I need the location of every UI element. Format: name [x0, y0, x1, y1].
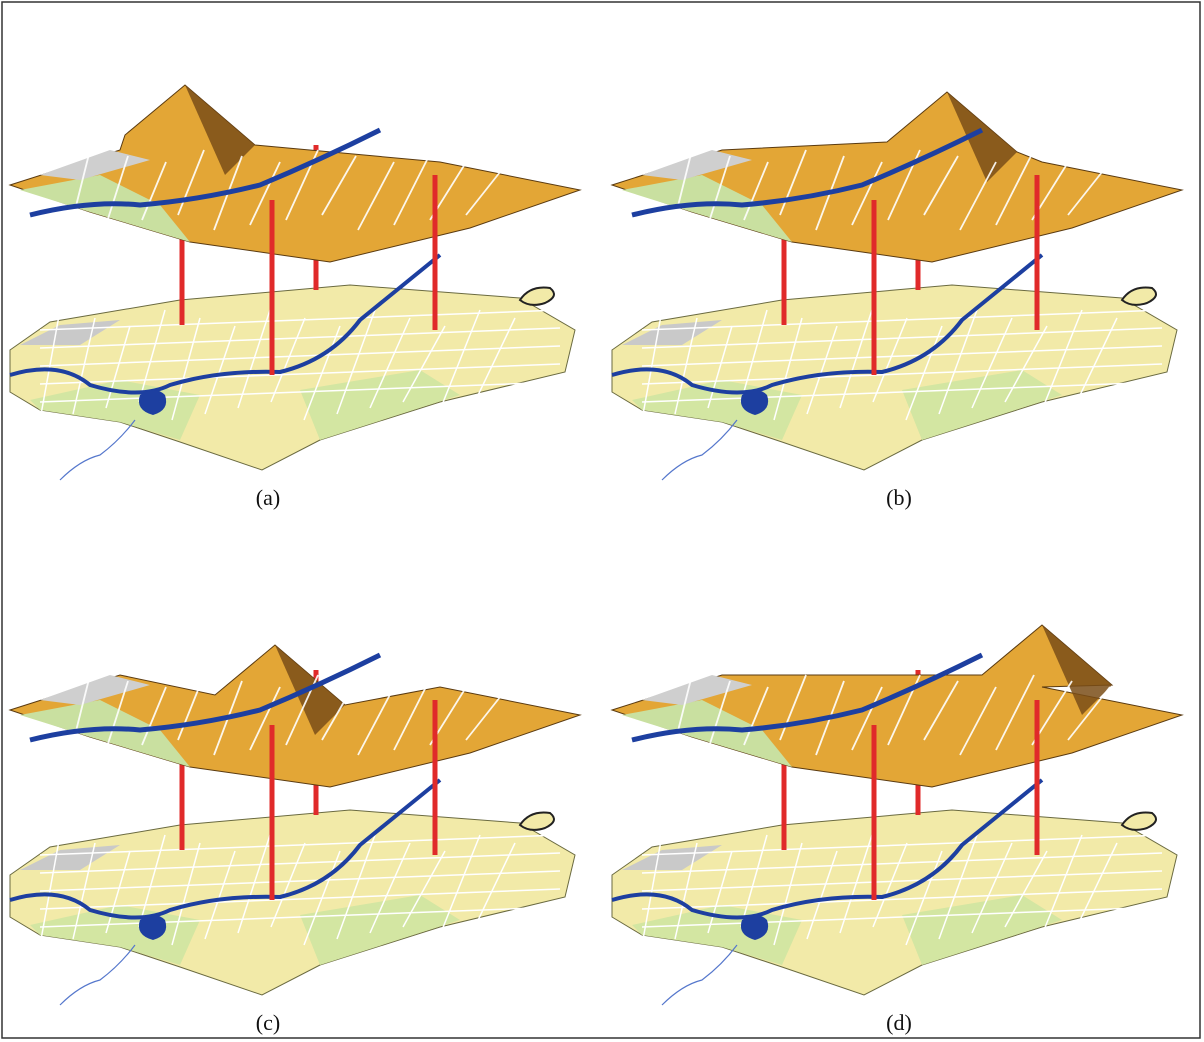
panel-label: (b) — [886, 485, 912, 510]
panel-label: (a) — [256, 485, 280, 510]
panel-label: (d) — [886, 1010, 912, 1035]
figure: (a) (b) (c) (d) — [0, 0, 1204, 1042]
panel-label: (c) — [256, 1010, 280, 1035]
